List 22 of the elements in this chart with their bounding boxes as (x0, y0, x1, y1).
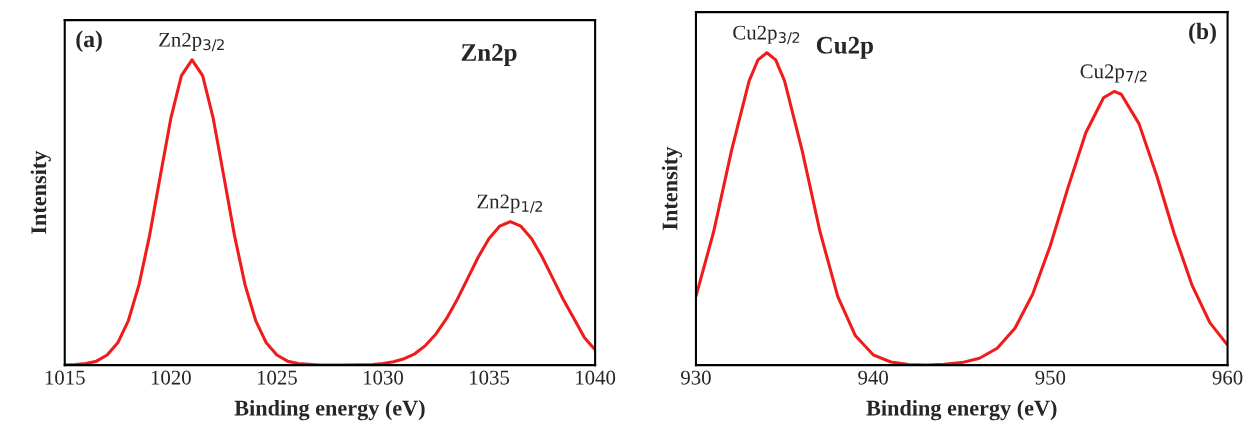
text: (a) (76, 30, 102, 52)
text: (b) (1189, 22, 1216, 45)
x-tick-label: 1030 (363, 370, 403, 385)
annotation: Cu2p$_{3/2}$ (733, 25, 800, 45)
chart-title: Zn2p (461, 44, 517, 66)
x-axis-title: Binding energy (eV) (866, 399, 1057, 421)
x-tick-label: 930 (681, 370, 711, 385)
x-tick-label: 940 (858, 370, 888, 385)
x-tick-label: 1040 (576, 370, 616, 385)
chart-title: Cu2p (816, 36, 873, 59)
x-tick-label: 1035 (470, 370, 510, 385)
x-axis-title: Binding energy (eV) (234, 399, 425, 421)
x-tick-label: 1020 (151, 370, 191, 385)
y-axis-title: Intensity (30, 150, 51, 234)
annotation: Zn2p$_{1/2}$ (477, 194, 543, 214)
annotation: Zn2p$_{3/2}$ (159, 32, 224, 52)
y-axis-title: Intensity (661, 146, 683, 230)
x-tick-label: 960 (1212, 370, 1243, 385)
x-tick-label: 950 (1035, 370, 1066, 385)
x-tick-label: 1015 (45, 370, 85, 385)
x-tick-label: 1025 (257, 370, 297, 385)
annotation: Cu2p$_{7/2}$ (1080, 64, 1147, 83)
